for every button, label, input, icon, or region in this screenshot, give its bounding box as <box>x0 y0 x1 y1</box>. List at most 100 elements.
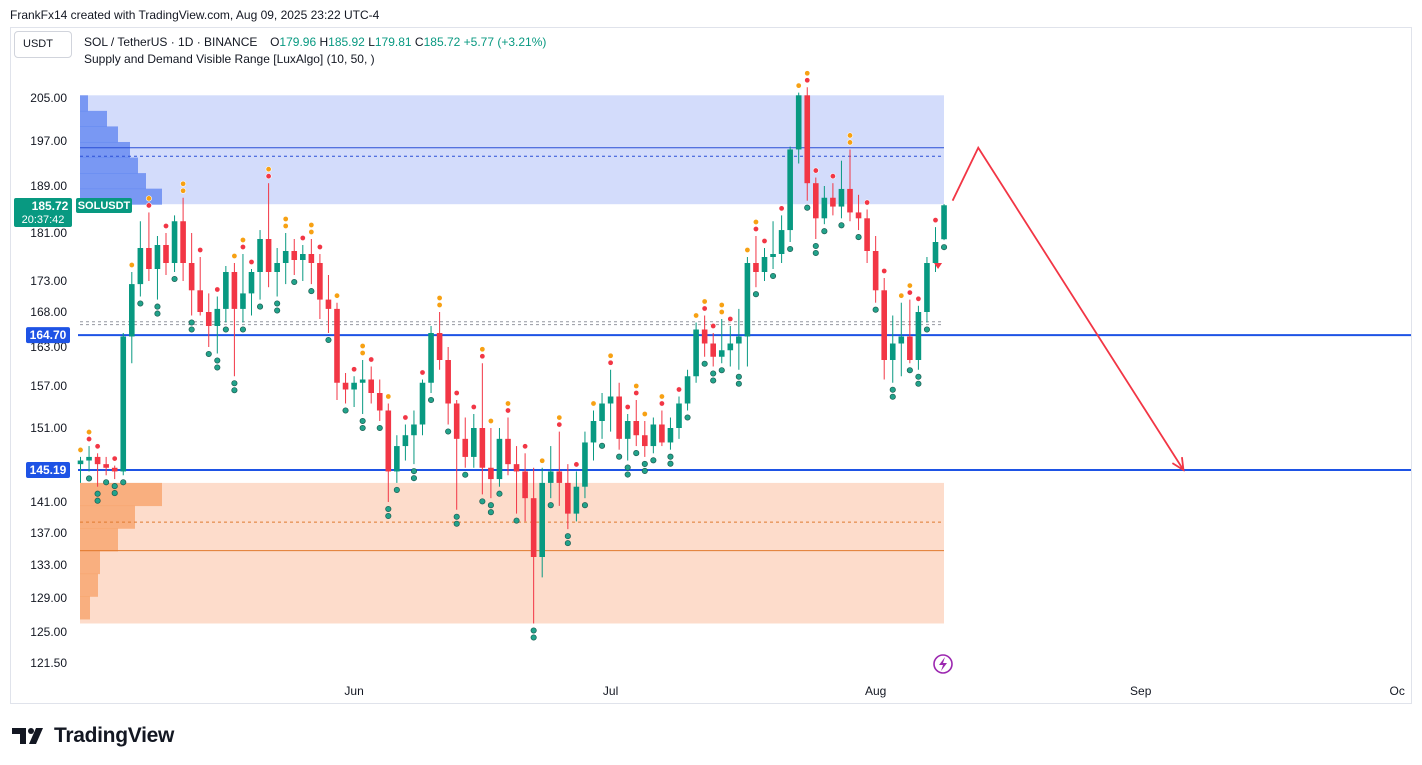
candle-2025-05-09[interactable] <box>154 236 161 300</box>
candle-2025-07-22[interactable] <box>787 146 793 242</box>
candle-2025-05-03[interactable] <box>103 456 109 476</box>
candle-2025-08-01[interactable] <box>872 236 879 303</box>
candle-2025-06-27[interactable] <box>573 471 580 522</box>
candle-2025-05-01[interactable] <box>86 446 92 472</box>
candle-2025-08-09[interactable] <box>941 204 947 241</box>
candle-2025-05-18[interactable] <box>231 263 238 377</box>
candle-2025-05-11[interactable] <box>171 215 178 272</box>
candle-2025-06-21[interactable] <box>522 453 528 522</box>
candle-2025-07-10[interactable] <box>684 369 691 411</box>
candle-2025-07-09[interactable] <box>676 396 682 439</box>
candle-2025-05-16[interactable] <box>214 296 221 354</box>
candle-2025-07-31[interactable] <box>864 209 870 264</box>
candle-2025-06-01[interactable] <box>351 376 357 407</box>
candle-2025-06-18[interactable] <box>496 428 503 487</box>
candle-2025-06-24[interactable] <box>547 446 554 499</box>
candle-2025-05-05[interactable] <box>120 333 127 476</box>
candle-2025-07-17[interactable] <box>744 257 751 367</box>
candle-2025-06-13[interactable] <box>453 400 460 510</box>
candle-2025-06-29[interactable] <box>590 410 597 461</box>
candle-2025-05-21[interactable] <box>257 230 263 300</box>
candle-2025-07-29[interactable] <box>847 149 853 222</box>
candle-2025-06-03[interactable] <box>368 366 374 404</box>
candle-2025-08-06[interactable] <box>915 305 922 370</box>
currency-selector-button[interactable]: USDT <box>14 31 72 58</box>
candle-2025-08-05[interactable] <box>907 299 913 364</box>
candle-2025-07-23[interactable] <box>795 92 802 164</box>
candle-2025-05-07[interactable] <box>137 221 144 297</box>
candle-2025-07-01[interactable] <box>607 369 614 432</box>
candle-2025-07-16[interactable] <box>736 308 742 370</box>
candle-2025-07-05[interactable] <box>642 421 648 457</box>
candle-2025-08-02[interactable] <box>881 278 887 380</box>
candle-2025-06-20[interactable] <box>513 446 520 514</box>
candle-2025-07-13[interactable] <box>710 333 716 367</box>
candle-2025-05-28[interactable] <box>317 254 323 319</box>
candle-2025-06-10[interactable] <box>428 326 434 393</box>
candle-2025-06-06[interactable] <box>394 435 400 483</box>
candle-2025-08-07[interactable] <box>924 257 930 323</box>
candle-2025-05-30[interactable] <box>334 302 340 400</box>
candle-2025-06-19[interactable] <box>505 417 511 476</box>
candle-2025-05-12[interactable] <box>180 197 186 281</box>
candle-2025-05-15[interactable] <box>205 293 212 347</box>
candle-2025-07-06[interactable] <box>650 417 657 454</box>
level-price-tag[interactable]: 164.70 <box>26 327 70 344</box>
candle-2025-06-12[interactable] <box>445 347 451 425</box>
candle-2025-08-04[interactable] <box>898 302 905 377</box>
candle-2025-07-11[interactable] <box>693 322 699 383</box>
candle-2025-07-25[interactable] <box>813 177 819 239</box>
candle-2025-06-05[interactable] <box>385 403 392 503</box>
candle-2025-06-15[interactable] <box>471 414 477 468</box>
candle-2025-07-08[interactable] <box>667 417 674 450</box>
candle-2025-06-22[interactable] <box>530 467 537 624</box>
candle-2025-05-25[interactable] <box>291 239 298 275</box>
candle-2025-06-07[interactable] <box>402 424 409 461</box>
candle-2025-06-17[interactable] <box>488 428 494 499</box>
tradingview-logo[interactable]: TradingView <box>12 722 174 750</box>
candle-2025-06-11[interactable] <box>436 312 443 370</box>
candle-2025-07-12[interactable] <box>701 315 708 357</box>
candle-2025-05-14[interactable] <box>197 257 203 316</box>
candle-2025-05-23[interactable] <box>274 248 280 297</box>
candle-2025-07-03[interactable] <box>624 414 631 461</box>
candle-2025-07-04[interactable] <box>633 400 640 447</box>
projection-path[interactable] <box>951 145 1185 471</box>
indicator-legend[interactable]: Supply and Demand Visible Range [LuxAlgo… <box>84 52 375 66</box>
candle-2025-05-08[interactable] <box>146 212 152 281</box>
candle-2025-05-20[interactable] <box>248 269 255 316</box>
candle-2025-07-18[interactable] <box>753 236 759 288</box>
candle-2025-05-27[interactable] <box>308 239 315 285</box>
candle-2025-05-02[interactable] <box>94 453 101 487</box>
candle-2025-06-04[interactable] <box>376 379 383 422</box>
candle-2025-05-22[interactable] <box>265 183 272 288</box>
candle-2025-06-14[interactable] <box>462 417 469 468</box>
candle-2025-05-19[interactable] <box>240 254 246 323</box>
candle-2025-05-31[interactable] <box>342 373 349 404</box>
candle-2025-07-15[interactable] <box>727 326 734 367</box>
candle-2025-06-08[interactable] <box>411 410 417 465</box>
candle-2025-07-21[interactable] <box>778 215 785 263</box>
candle-2025-06-16[interactable] <box>479 363 486 495</box>
candle-2025-05-06[interactable] <box>129 272 135 364</box>
candle-2025-05-10[interactable] <box>163 233 169 275</box>
candle-2025-06-25[interactable] <box>556 431 563 506</box>
candle-2025-07-24[interactable] <box>804 87 811 201</box>
candle-2025-06-23[interactable] <box>539 467 545 578</box>
candle-2025-06-28[interactable] <box>582 431 588 499</box>
candle-2025-07-20[interactable] <box>770 221 776 269</box>
candle-2025-07-07[interactable] <box>659 410 665 447</box>
candle-2025-05-04[interactable] <box>111 465 118 480</box>
candle-2025-05-26[interactable] <box>300 245 306 281</box>
candle-2025-07-28[interactable] <box>838 160 845 219</box>
candle-2025-07-02[interactable] <box>616 382 622 450</box>
candle-2025-06-09[interactable] <box>419 379 426 436</box>
candle-2025-07-27[interactable] <box>830 183 836 216</box>
candle-2025-06-30[interactable] <box>599 393 605 439</box>
candle-2025-05-24[interactable] <box>282 233 289 285</box>
candle-2025-05-13[interactable] <box>188 233 195 316</box>
candle-2025-05-29[interactable] <box>325 275 332 333</box>
candle-2025-07-30[interactable] <box>855 194 862 231</box>
